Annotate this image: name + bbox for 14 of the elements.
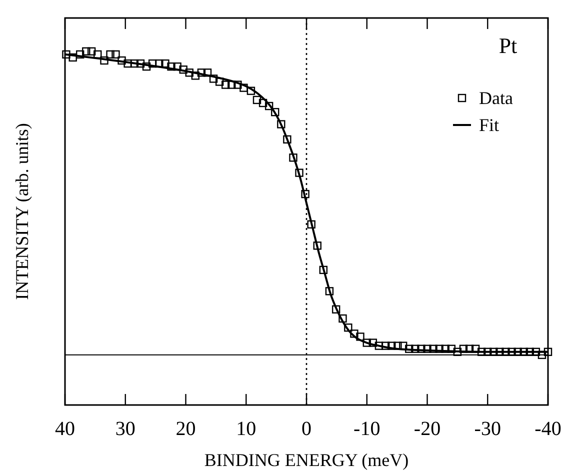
x-tick-label: -30 xyxy=(474,418,501,440)
legend-title: Pt xyxy=(498,33,518,58)
x-axis-title: BINDING ENERGY (meV) xyxy=(204,450,409,470)
x-tick-label: 10 xyxy=(236,418,256,440)
legend-label: Fit xyxy=(479,115,500,135)
x-tick-label: -40 xyxy=(534,418,562,440)
x-tick-label: 40 xyxy=(55,418,75,440)
legend-label: Data xyxy=(479,88,513,108)
x-tick-label: -10 xyxy=(354,418,380,440)
y-axis-title: INTENSITY (arb. units) xyxy=(12,123,32,300)
x-tick-label: 0 xyxy=(302,418,312,440)
x-tick-label: 20 xyxy=(176,418,196,440)
x-tick-label: 30 xyxy=(115,418,136,440)
x-tick-label: -20 xyxy=(414,418,441,440)
